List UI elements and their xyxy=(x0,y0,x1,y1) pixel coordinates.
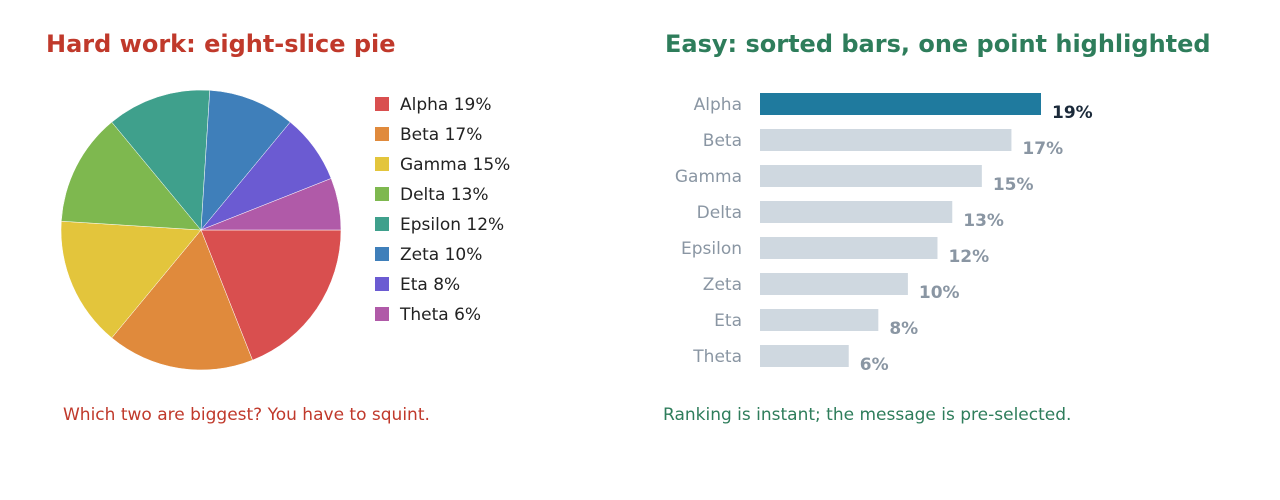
bar-value-label-beta: 17% xyxy=(1022,139,1063,159)
pie-slice-zeta xyxy=(200,90,291,231)
legend-label-gamma: Gamma 15% xyxy=(400,155,510,175)
bar-category-label-gamma: Gamma xyxy=(675,167,742,187)
legend-swatch-theta xyxy=(375,307,389,321)
bar-epsilon xyxy=(760,237,938,259)
legend-swatch-epsilon xyxy=(375,217,389,231)
pie-slice-beta xyxy=(111,229,253,371)
bar-value-label-eta: 8% xyxy=(889,319,918,339)
legend-label-eta: Eta 8% xyxy=(400,275,460,295)
bar-category-label-theta: Theta xyxy=(692,347,742,367)
bar-category-label-alpha: Alpha xyxy=(694,95,742,115)
legend-label-theta: Theta 6% xyxy=(399,305,481,325)
bar-category-label-delta: Delta xyxy=(697,203,742,223)
bar-zeta xyxy=(760,273,908,295)
bar-alpha xyxy=(760,93,1041,115)
legend-label-epsilon: Epsilon 12% xyxy=(400,215,504,235)
pie-panel-title: Hard work: eight-slice pie xyxy=(46,30,396,58)
bar-eta xyxy=(760,309,879,331)
bar-gamma xyxy=(760,165,982,187)
legend-label-beta: Beta 17% xyxy=(400,125,482,145)
bar-delta xyxy=(760,201,953,223)
legend-label-zeta: Zeta 10% xyxy=(400,245,482,265)
bar-value-label-alpha: 19% xyxy=(1052,103,1093,123)
pie-slice-gamma xyxy=(60,220,202,339)
pie-panel-caption: Which two are biggest? You have to squin… xyxy=(63,405,430,425)
pie-slice-delta xyxy=(61,121,202,231)
legend-swatch-beta xyxy=(375,127,389,141)
legend-swatch-eta xyxy=(375,277,389,291)
bar-category-label-epsilon: Epsilon xyxy=(681,239,742,259)
bar-panel-caption: Ranking is instant; the message is pre-s… xyxy=(663,405,1072,425)
pie-slice-epsilon xyxy=(111,89,211,231)
bar-theta xyxy=(760,345,849,367)
bar-value-label-delta: 13% xyxy=(963,211,1004,231)
bar-category-label-eta: Eta xyxy=(714,311,742,331)
legend-label-delta: Delta 13% xyxy=(400,185,489,205)
bar-category-label-zeta: Zeta xyxy=(703,275,742,295)
bar-value-label-theta: 6% xyxy=(860,355,889,375)
bar-beta xyxy=(760,129,1012,151)
bar-value-label-zeta: 10% xyxy=(919,283,960,303)
legend-swatch-alpha xyxy=(375,97,389,111)
bar-category-label-beta: Beta xyxy=(703,131,742,151)
legend-label-alpha: Alpha 19% xyxy=(400,95,492,115)
bar-value-label-epsilon: 12% xyxy=(948,247,989,267)
bar-value-label-gamma: 15% xyxy=(993,175,1034,195)
legend-swatch-zeta xyxy=(375,247,389,261)
bar-panel-title: Easy: sorted bars, one point highlighted xyxy=(665,30,1211,58)
pie-slice-alpha xyxy=(200,229,342,361)
pie-slice-theta xyxy=(200,178,342,231)
legend-swatch-delta xyxy=(375,187,389,201)
legend-swatch-gamma xyxy=(375,157,389,171)
